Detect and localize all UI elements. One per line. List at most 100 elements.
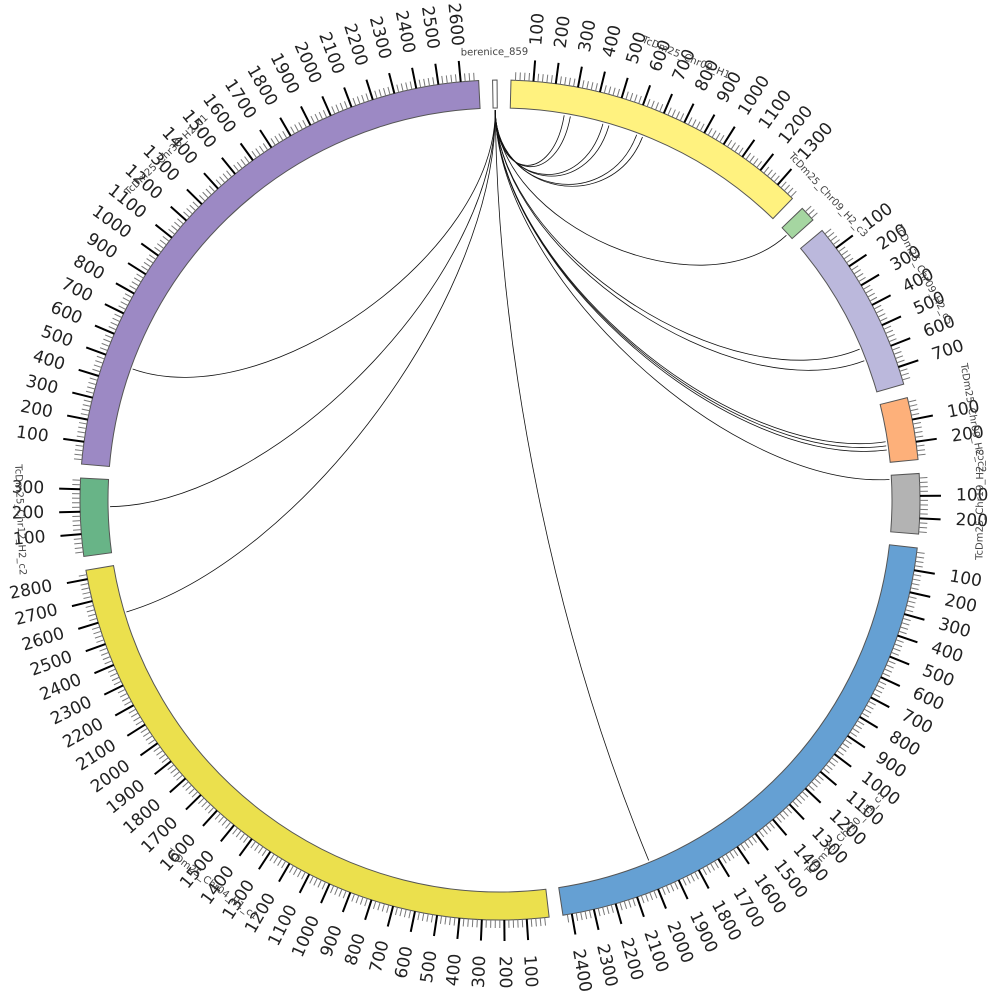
minor-tick (873, 304, 882, 310)
major-tick (320, 883, 331, 904)
minor-tick (733, 848, 739, 857)
major-tick (239, 142, 254, 161)
tick-label: 300 (575, 18, 601, 54)
minor-tick (74, 547, 83, 549)
major-tick (636, 896, 645, 918)
tick-label: 800 (341, 931, 370, 968)
minor-tick (454, 74, 457, 83)
minor-tick (909, 404, 918, 407)
minor-tick (699, 123, 705, 132)
minor-tick (205, 188, 212, 196)
minor-tick (721, 856, 727, 864)
major-tick (59, 510, 81, 514)
minor-tick (744, 841, 750, 849)
minor-tick (89, 377, 98, 381)
minor-tick (763, 166, 770, 174)
minor-tick (610, 904, 614, 913)
minor-tick (828, 760, 836, 767)
minor-tick (798, 794, 806, 801)
minor-tick (140, 727, 148, 734)
minor-tick (372, 901, 377, 910)
minor-tick (439, 915, 443, 924)
minor-tick (78, 422, 88, 425)
minor-tick (74, 449, 83, 452)
minor-tick (309, 875, 314, 884)
minor-tick (878, 680, 887, 686)
major-tick (592, 909, 600, 931)
minor-tick (239, 833, 246, 841)
minor-tick (751, 835, 757, 843)
tick-label: 600 (391, 945, 417, 981)
tick-label: 400 (30, 346, 67, 375)
minor-tick (201, 800, 208, 808)
minor-tick (877, 313, 886, 318)
major-tick (343, 87, 353, 108)
minor-tick (559, 76, 562, 85)
minor-tick (76, 435, 85, 438)
minor-tick (906, 604, 915, 608)
major-tick (532, 60, 537, 82)
major-tick (104, 303, 125, 315)
minor-tick (568, 77, 571, 86)
minor-tick (667, 107, 672, 116)
link-chr09h1 (494, 110, 565, 166)
minor-tick (113, 680, 122, 686)
minor-tick (374, 90, 378, 99)
minor-tick (550, 75, 553, 84)
minor-tick (738, 147, 744, 155)
minor-tick (168, 228, 176, 235)
minor-tick (566, 914, 570, 923)
major-tick (388, 72, 396, 94)
minor-tick (580, 912, 583, 921)
major-tick (722, 126, 736, 145)
tick-label: 100 (519, 954, 541, 988)
minor-tick (702, 867, 708, 876)
link-chr09h2c2 (494, 110, 886, 444)
major-tick (759, 153, 775, 172)
minor-tick (133, 277, 142, 283)
minor-tick (78, 426, 87, 429)
minor-tick (78, 574, 87, 577)
tick-label: 2400 (568, 948, 595, 994)
minor-tick (170, 767, 178, 774)
minor-tick (916, 556, 925, 559)
link-chr09h2c3 (494, 110, 787, 266)
minor-tick (430, 914, 434, 923)
minor-tick (274, 135, 280, 144)
minor-tick (444, 916, 447, 925)
major-tick (341, 892, 352, 913)
minor-tick (359, 896, 364, 905)
tick-label: 300 (936, 614, 973, 642)
minor-tick (795, 797, 802, 805)
major-tick (66, 578, 88, 585)
minor-tick (289, 865, 294, 873)
minor-tick (792, 800, 799, 808)
minor-tick (836, 750, 844, 756)
minor-tick (908, 399, 917, 403)
minor-tick (77, 431, 86, 434)
minor-tick (770, 172, 777, 180)
major-tick (114, 704, 135, 717)
minor-tick (597, 908, 601, 917)
minor-tick (825, 764, 833, 771)
tick-label: 700 (929, 336, 966, 365)
major-tick (170, 205, 188, 222)
major-tick (890, 337, 911, 347)
minor-tick (109, 672, 118, 677)
minor-tick (331, 106, 336, 115)
minor-tick (83, 399, 92, 403)
minor-tick (910, 408, 919, 412)
minor-tick (330, 885, 335, 894)
minor-tick (121, 696, 130, 702)
minor-tick (468, 73, 471, 82)
minor-tick (135, 720, 143, 726)
minor-tick (450, 74, 453, 83)
tick-label: 100 (526, 12, 549, 46)
tick-label: 500 (38, 322, 75, 352)
major-tick (703, 114, 716, 134)
minor-tick (143, 731, 151, 737)
tick-label: 2500 (417, 5, 443, 51)
minor-tick (136, 273, 144, 279)
minor-tick (902, 377, 911, 381)
minor-tick (694, 871, 699, 880)
